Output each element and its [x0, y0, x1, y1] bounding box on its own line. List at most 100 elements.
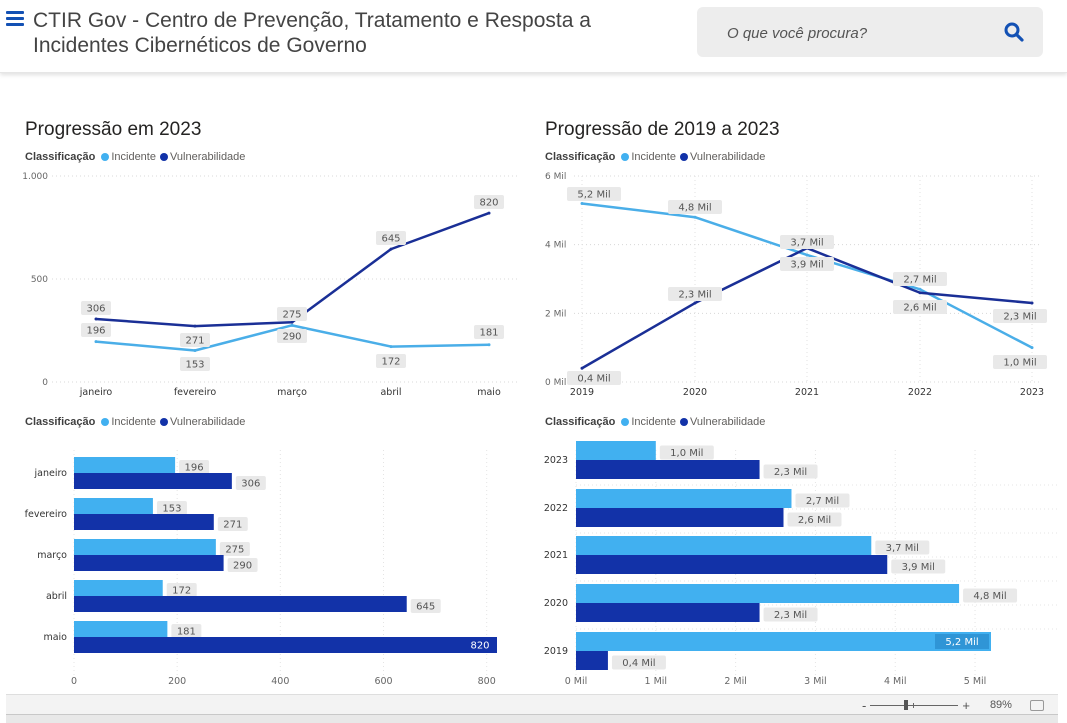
data-label-vulnerabilidade-bg: [81, 301, 111, 315]
legend-item-vulnerabilidade[interactable]: Vulnerabilidade: [159, 416, 246, 428]
data-label-incidente: 172: [172, 586, 191, 597]
line-chart-2019-2023[interactable]: 0 Mil 2 Mil 4 Mil 6 Mil 2019 2020 2021 2022 2023…: [530, 165, 1067, 405]
data-label-incidente: 3,7 Mil: [790, 238, 823, 249]
data-label-vulnerabilidade: 3,9 Mil: [902, 562, 935, 573]
x-tick-label: 4 Mil: [884, 676, 907, 687]
legend-item-vulnerabilidade[interactable]: Vulnerabilidade: [159, 151, 246, 163]
legend-item-incidente[interactable]: Incidente: [101, 151, 156, 163]
bar-vulnerabilidade: [74, 596, 407, 612]
data-point-incidente: [1030, 346, 1034, 350]
data-label-incidente-bg: [376, 354, 406, 368]
x-tick-label: 2020: [683, 387, 707, 398]
legend-text-vulnerabilidade: Vulnerabilidade: [169, 151, 246, 163]
bar-incidente: [74, 621, 168, 637]
legend-text-incidente: Incidente: [631, 151, 676, 163]
legend-text-vulnerabilidade: Vulnerabilidade: [169, 416, 246, 428]
x-tick-label: 2 Mil: [724, 676, 747, 687]
x-tick-label: janeiro: [79, 387, 113, 398]
data-point-incidente: [487, 343, 491, 347]
zoom-in-button[interactable]: +: [962, 697, 970, 713]
bar-incidente: [576, 536, 872, 555]
bar-incidente: [74, 580, 163, 596]
x-tick-label: 2019: [570, 387, 594, 398]
y-tick-label: 2022: [544, 503, 568, 514]
bar-vulnerabilidade: [74, 555, 224, 571]
data-label-vulnerabilidade: 645: [416, 602, 435, 613]
y-tick-label: 0: [42, 378, 48, 388]
x-tick-label: 200: [168, 676, 186, 687]
line-chart-2023[interactable]: 0 500 1.000 janeiro fevereiro março abril maio 3…: [0, 165, 520, 405]
data-label-vulnerabilidade: 820: [479, 198, 498, 209]
x-tick-label: 5 Mil: [964, 676, 987, 687]
data-label-vulnerabilidade: 271: [185, 336, 204, 347]
y-tick-label: março: [37, 550, 67, 561]
legend-item-incidente[interactable]: Incidente: [101, 416, 156, 428]
x-tick-label: 800: [478, 676, 496, 687]
y-tick-label: 500: [31, 275, 48, 285]
bar-chart-2019-2023[interactable]: 0 Mil 1 Mil 2 Mil 3 Mil 4 Mil 5 Mil 2023 1,0 Mi…: [530, 435, 1067, 690]
horizontal-scrollbar[interactable]: [6, 714, 1058, 723]
legend-item-incidente[interactable]: Incidente: [621, 416, 676, 428]
bar-vulnerabilidade: [576, 508, 784, 527]
data-label-incidente-bg: [179, 460, 210, 474]
data-point-vulnerabilidade: [693, 301, 697, 305]
legend-text-incidente: Incidente: [111, 416, 156, 428]
data-label-incidente: 153: [185, 360, 204, 371]
search-icon: [1004, 22, 1024, 42]
data-label-vulnerabilidade: 645: [381, 234, 400, 245]
data-label-vulnerabilidade-bg: [567, 371, 621, 385]
legend-dot-incidente: [101, 418, 110, 426]
data-label-vulnerabilidade: 306: [86, 304, 105, 315]
legend-item-incidente[interactable]: Incidente: [621, 151, 676, 163]
data-label-vulnerabilidade: 306: [241, 479, 260, 490]
data-point-incidente: [693, 215, 697, 219]
data-label-vulnerabilidade: 2,6 Mil: [903, 303, 936, 314]
legend-bar2023: Classificação Incidente Vulnerabilidade: [25, 416, 249, 428]
data-point-vulnerabilidade: [94, 317, 98, 321]
zoom-out-button[interactable]: -: [862, 697, 867, 713]
bar-incidente: [74, 457, 176, 473]
data-label-incidente-bg: [474, 325, 504, 339]
x-tick-label: 2022: [908, 387, 932, 398]
y-tick-label: maio: [43, 632, 67, 643]
legend-item-vulnerabilidade[interactable]: Vulnerabilidade: [679, 416, 765, 428]
fit-to-page-icon[interactable]: [1029, 699, 1044, 711]
search-input[interactable]: [725, 21, 989, 45]
y-tick-label: fevereiro: [25, 509, 68, 520]
data-point-incidente: [389, 345, 393, 349]
data-label-vulnerabilidade: 0,4 Mil: [577, 374, 610, 385]
legend-lineYears: Classificação Incidente Vulnerabilidade: [545, 151, 769, 163]
data-label-incidente: 2,7 Mil: [806, 496, 839, 507]
x-tick-label: 2023: [1020, 387, 1044, 398]
data-label-incidente-bg: [219, 542, 250, 556]
data-label-vulnerabilidade-bg: [893, 300, 947, 314]
series-line-incidente: [581, 202, 1033, 349]
data-label-incidente: 196: [185, 463, 204, 474]
data-label-vulnerabilidade-bg: [763, 607, 818, 622]
data-label-incidente-bg: [795, 493, 850, 508]
x-tick-label: 0 Mil: [565, 676, 588, 687]
data-point-incidente: [290, 323, 294, 327]
hamburger-menu-icon[interactable]: [6, 11, 24, 27]
data-label-incidente-bg: [659, 445, 714, 460]
data-label-vulnerabilidade-bg: [180, 333, 210, 347]
data-label-incidente: 1,0 Mil: [670, 448, 703, 459]
bar-chart-2023[interactable]: 0 200 400 600 800 janeiro 196 306 fevereiro 153 27…: [0, 435, 520, 690]
zoom-slider-thumb[interactable]: [904, 700, 909, 710]
data-label-vulnerabilidade-bg: [763, 464, 818, 479]
zoom-level: 89%: [989, 699, 1012, 711]
legend-dot-vulnerabilidade: [679, 153, 688, 161]
data-label-bg: [935, 634, 989, 649]
y-tick-label: 2 Mil: [545, 309, 566, 319]
zoom-slider[interactable]: [870, 699, 959, 711]
search-button[interactable]: [1003, 21, 1025, 43]
bar-incidente: [576, 441, 656, 460]
legend-dot-vulnerabilidade: [679, 418, 688, 426]
data-label-vulnerabilidade-bg: [668, 287, 722, 301]
x-tick-label: 0: [71, 676, 77, 687]
bar-incidente: [74, 539, 216, 555]
panel-title-2019-2023: Progressão de 2019 a 2023: [545, 119, 780, 140]
legend-item-vulnerabilidade[interactable]: Vulnerabilidade: [679, 151, 765, 163]
y-tick-label: 2023: [544, 455, 568, 466]
data-point-vulnerabilidade: [1030, 301, 1034, 305]
